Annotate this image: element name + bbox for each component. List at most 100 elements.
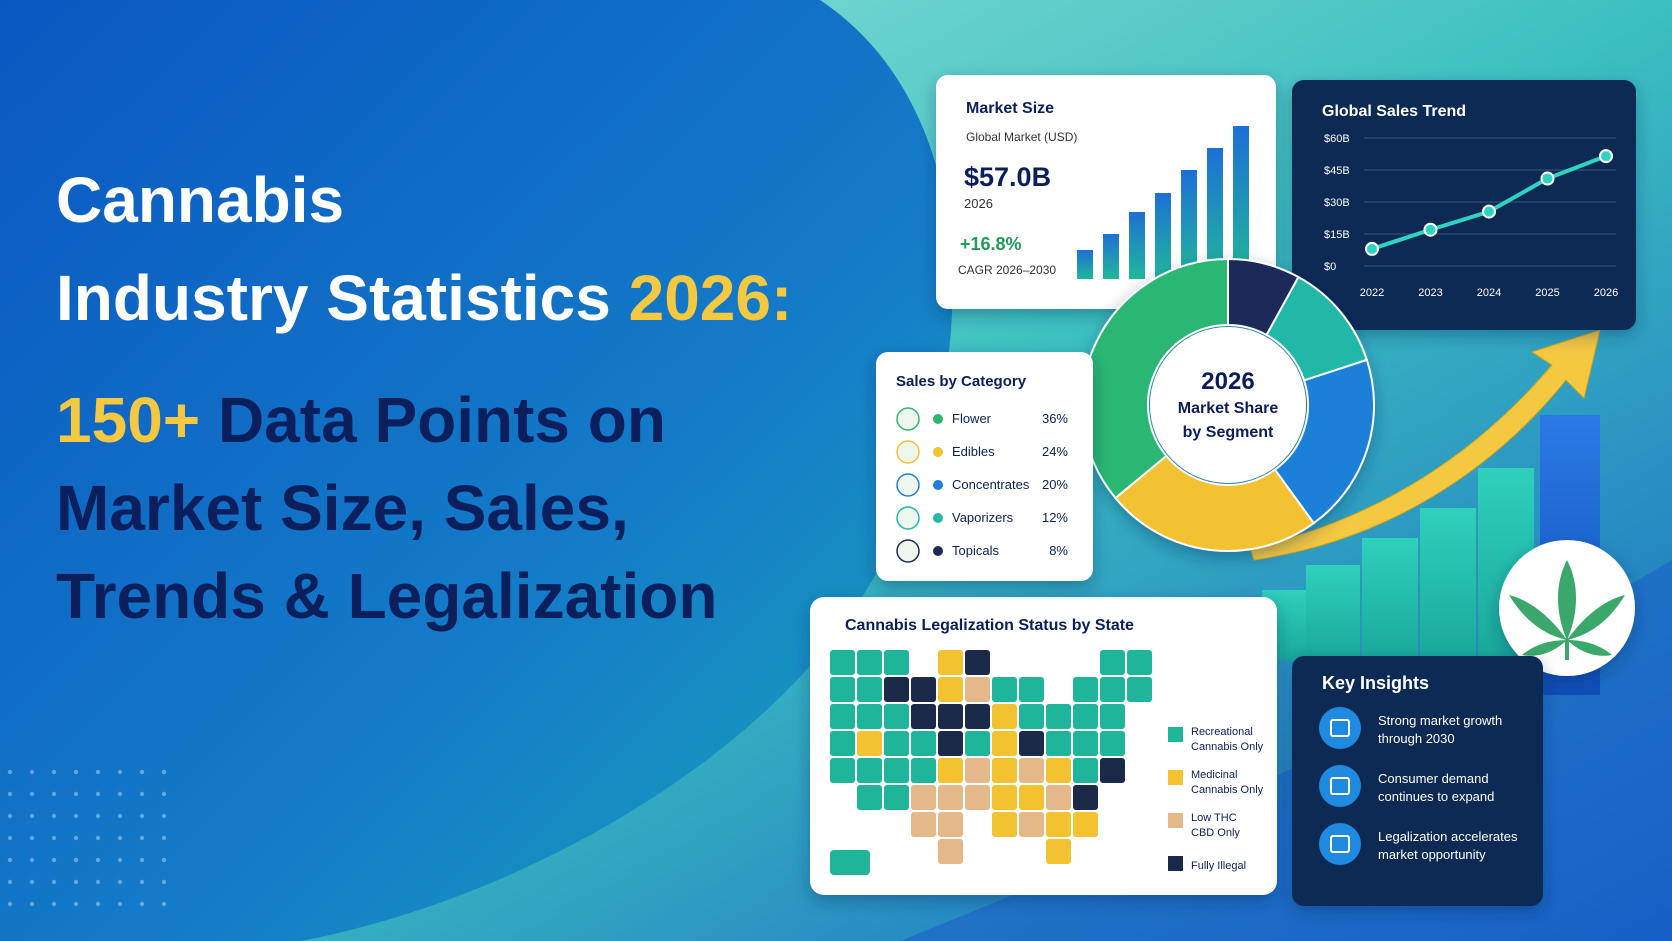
state-tile: [857, 785, 882, 810]
state-map: [830, 650, 1152, 875]
state-tile: [1019, 704, 1044, 729]
insight-text: Strong market growth: [1378, 713, 1502, 728]
state-tile: [1127, 650, 1152, 675]
legend-dot: [933, 480, 943, 490]
headline-year: 2026:: [629, 262, 793, 334]
dot: [161, 791, 167, 797]
state-tile: [965, 758, 990, 783]
dot: [161, 879, 167, 885]
state-tile: [1100, 731, 1125, 756]
state-tile: [884, 677, 909, 702]
insight-icon: [1319, 765, 1361, 807]
map-legend: Recreational Cannabis Only Medicinal Cannab…: [1168, 726, 1264, 872]
state-tile: [992, 785, 1017, 810]
decor-bar: [1077, 250, 1093, 279]
state-tile: [911, 785, 936, 810]
dot: [29, 857, 35, 863]
donut-center-label: 2026: [1201, 368, 1254, 395]
dot: [161, 769, 167, 775]
state-tile: [830, 704, 855, 729]
dot: [117, 879, 123, 885]
state-tile: [1100, 677, 1125, 702]
donut-center-label: by Segment: [1183, 424, 1274, 441]
dot: [139, 791, 145, 797]
leaf-icon: [1509, 560, 1625, 660]
state-tile: [884, 758, 909, 783]
state-tile: [857, 731, 882, 756]
state-tile: [884, 704, 909, 729]
dot: [95, 879, 101, 885]
category-name: Concentrates: [952, 477, 1030, 492]
state-tile: [1100, 704, 1125, 729]
state-tile: [1019, 785, 1044, 810]
dot: [73, 901, 79, 907]
headline-line4: Market Size, Sales,: [56, 472, 629, 544]
legend-swatch: [1168, 770, 1183, 785]
trend-point: [1540, 171, 1555, 186]
leaf-blade: [1567, 595, 1625, 640]
dot: [29, 879, 35, 885]
dot: [29, 791, 35, 797]
dot: [95, 857, 101, 863]
category-icon: [896, 440, 920, 464]
dot: [7, 813, 13, 819]
dot: [117, 769, 123, 775]
dot: [73, 813, 79, 819]
insight-text: market opportunity: [1378, 847, 1486, 862]
category-share: 24%: [1042, 444, 1068, 459]
dot: [51, 813, 57, 819]
legend-label: Medicinal: [1191, 769, 1237, 781]
insight-icon: [1319, 707, 1361, 749]
legend-label: Low THC: [1191, 812, 1237, 824]
category-name: Vaporizers: [952, 510, 1014, 525]
headline-line2-text: Industry Statistics: [56, 262, 611, 334]
state-tile: [884, 731, 909, 756]
state-tile: [938, 731, 963, 756]
line-chart: $0 $15B $30B $45B $60B 2022 2023 2024 2025 2026: [1324, 133, 1618, 299]
dot-pattern: [7, 769, 167, 907]
dot: [139, 901, 145, 907]
trend-point: [1599, 149, 1613, 164]
state-tile: [884, 785, 909, 810]
category-share: 20%: [1042, 477, 1068, 492]
state-tile: [1046, 704, 1071, 729]
dot: [161, 857, 167, 863]
headline-line2: Industry Statistics 2026:: [56, 262, 792, 334]
dot: [139, 813, 145, 819]
dot: [51, 857, 57, 863]
decor-bar: [1306, 565, 1360, 660]
state-tile: [992, 812, 1017, 837]
leaf-blade: [1522, 640, 1567, 656]
dot: [51, 879, 57, 885]
legend-dot: [933, 447, 943, 457]
headline-count: 150+: [56, 384, 200, 456]
insight-icon-mark: [1330, 719, 1350, 737]
state-tile: [857, 704, 882, 729]
y-tick-label: $0: [1324, 261, 1336, 273]
state-tile: [1073, 731, 1098, 756]
category-name: Flower: [952, 411, 992, 426]
dot: [51, 769, 57, 775]
insight-text: Consumer demand: [1378, 771, 1489, 786]
state-tile: [1100, 650, 1125, 675]
state-tile: [911, 758, 936, 783]
card-subtitle: Global Market (USD): [966, 130, 1077, 144]
dot: [7, 901, 13, 907]
decor-bar: [1420, 508, 1476, 660]
category-name: Edibles: [952, 444, 995, 459]
dot: [7, 791, 13, 797]
market-year: 2026: [964, 196, 993, 211]
dot: [95, 835, 101, 841]
state-tile: [992, 677, 1017, 702]
state-tile: [992, 704, 1017, 729]
legend-label: Cannabis Only: [1191, 741, 1264, 753]
dot: [73, 835, 79, 841]
state-tile: [911, 677, 936, 702]
state-tile: [965, 785, 990, 810]
category-icon: [896, 407, 920, 431]
donut-center-label: Market Share: [1178, 400, 1279, 417]
dot: [73, 857, 79, 863]
category-icon: [896, 473, 920, 497]
state-tile: [938, 812, 963, 837]
